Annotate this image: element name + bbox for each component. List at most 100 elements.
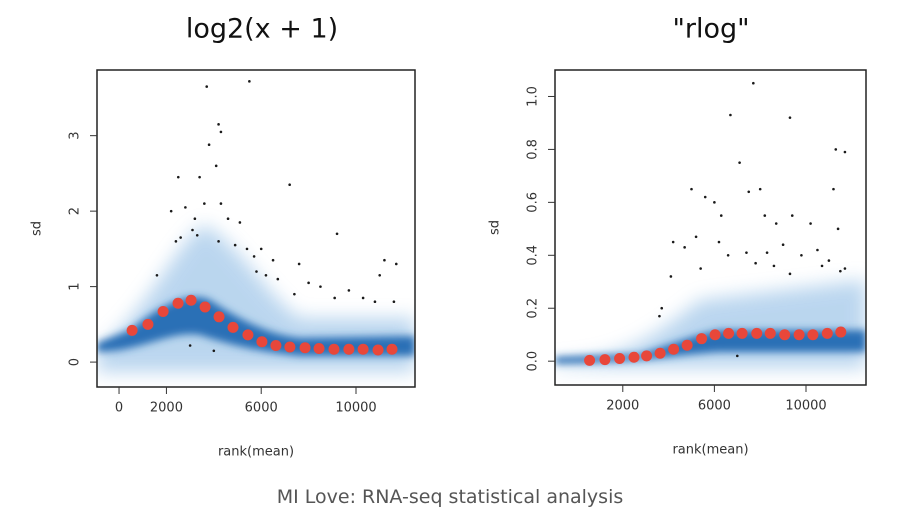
point [233,243,237,247]
point [378,273,381,277]
point [226,217,230,220]
x-tick-label: 10000 [785,399,826,414]
point [276,277,280,281]
y-tick-label: 0.4 [526,245,541,266]
point [800,253,803,257]
median-point [793,329,805,341]
point [293,292,296,296]
point [394,262,398,266]
point [179,236,182,239]
median-point [764,327,776,339]
median-point [357,343,369,355]
median-point [185,294,197,306]
y-tick-label: 0.6 [526,192,541,213]
point [788,116,792,119]
point [214,164,218,168]
point [669,275,673,278]
y-tick-label: 3 [68,132,83,140]
median-point [284,341,296,353]
point [169,209,173,213]
median-point [641,350,653,362]
median-point [157,306,169,318]
point [217,240,220,243]
point [703,195,707,199]
point [717,240,721,244]
y-tick-label: 0 [68,358,83,366]
median-point [681,339,693,351]
point [219,202,223,205]
median-point [172,297,184,309]
median-point [821,327,833,339]
point [238,221,242,224]
point [752,81,755,85]
point [836,227,840,231]
density [97,225,415,372]
x-tick-label: 10000 [335,401,376,416]
point [203,202,206,205]
median-point [256,336,268,348]
point [307,281,310,285]
point [765,251,769,254]
median-point [614,353,626,365]
median-point [654,347,666,359]
median-point [807,329,819,341]
point [754,261,757,265]
y-tick-label: 2 [68,207,83,215]
median-point [835,326,847,338]
point [184,206,187,209]
x-tick-label: 0 [115,401,123,416]
point [188,344,192,347]
point [683,246,686,249]
point [264,273,268,277]
point [383,258,386,262]
point [719,214,723,217]
point [699,267,702,270]
point [658,314,661,318]
point [660,306,664,310]
point [747,190,751,194]
point [176,175,180,179]
median-point [736,327,748,339]
point [834,148,838,151]
point [745,251,748,254]
median-point [328,343,340,355]
point [212,349,216,353]
point [772,264,776,268]
point [155,273,159,277]
point [219,130,223,134]
point [816,248,819,252]
y-tick-label: 1.0 [526,86,541,107]
point [671,240,675,244]
median-point [696,333,708,345]
point [319,285,322,288]
median-point [343,343,355,355]
point [288,183,291,187]
point [832,187,835,191]
point [843,150,847,154]
median-point [751,327,763,339]
point [690,187,693,191]
median-point [270,339,282,351]
point [252,255,256,258]
point [248,80,251,83]
point [839,269,842,273]
density [555,280,866,368]
median-point [126,324,138,336]
median-point [779,329,791,341]
point [694,235,698,239]
point [217,123,220,126]
median-point [584,354,596,366]
point [347,289,351,292]
y-tick-label: 0.8 [526,139,541,160]
point [726,253,730,257]
plot-frame [554,69,867,386]
median-point [372,344,384,356]
median-point [227,321,239,333]
x-tick-label: 2000 [150,401,183,416]
point [738,161,741,164]
y-tick-label: 0.0 [526,351,541,372]
point [193,217,197,220]
point [255,270,258,273]
point [335,232,339,236]
point [207,143,211,147]
